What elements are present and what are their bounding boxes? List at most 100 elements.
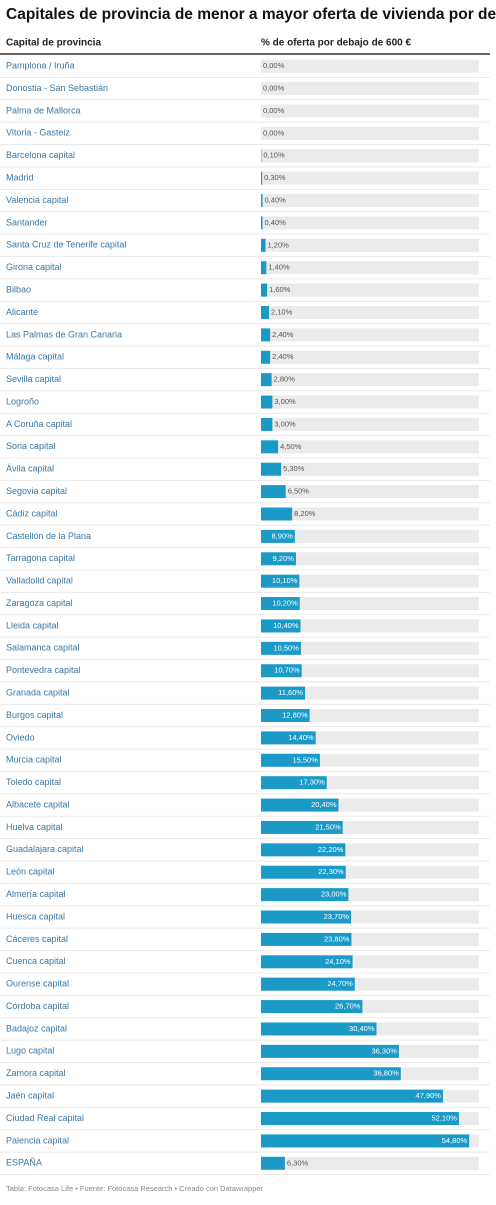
column-header: Capital de provincia bbox=[6, 38, 101, 49]
category-label: Málaga capital bbox=[6, 352, 64, 362]
category-label: Lleida capital bbox=[6, 620, 59, 630]
bar-track bbox=[261, 104, 479, 117]
value-label: 1,20% bbox=[268, 240, 290, 249]
category-label: Vitoria - Gasteiz bbox=[6, 128, 70, 138]
category-label: Huelva capital bbox=[6, 822, 63, 832]
value-label: 36,30% bbox=[371, 1046, 397, 1055]
bar-track bbox=[261, 261, 479, 274]
value-label: 0,00% bbox=[263, 106, 285, 115]
category-label: A Coruña capital bbox=[6, 419, 72, 429]
category-label: Castellón de la Plana bbox=[6, 531, 91, 541]
value-label: 24,70% bbox=[327, 979, 353, 988]
value-label: 9,20% bbox=[273, 554, 295, 563]
value-label: 22,30% bbox=[318, 867, 344, 876]
value-label: 2,80% bbox=[274, 375, 296, 384]
category-label: Tarragona capital bbox=[6, 553, 75, 563]
bar-track bbox=[261, 284, 479, 297]
value-label: 5,30% bbox=[283, 464, 305, 473]
category-label: León capital bbox=[6, 867, 55, 877]
value-label: 26,70% bbox=[335, 1002, 361, 1011]
category-label: Las Palmas de Gran Canaria bbox=[6, 329, 122, 339]
value-label: 22,20% bbox=[318, 845, 344, 854]
value-label: 12,80% bbox=[282, 710, 308, 719]
category-label: Granada capital bbox=[6, 687, 70, 697]
category-label: Valencia capital bbox=[6, 195, 68, 205]
category-label: Ávila capital bbox=[6, 464, 54, 474]
category-label: Segovia capital bbox=[6, 486, 67, 496]
category-label: Bilbao bbox=[6, 284, 31, 294]
bar bbox=[261, 485, 286, 498]
category-label: Santander bbox=[6, 217, 48, 227]
value-label: 6,30% bbox=[287, 1158, 309, 1167]
bar bbox=[261, 351, 270, 364]
value-label: 10,20% bbox=[272, 599, 298, 608]
category-label: Zamora capital bbox=[6, 1068, 66, 1078]
bar-track bbox=[261, 82, 479, 95]
value-label: 2,10% bbox=[271, 307, 293, 316]
chart-title: Capitales de provincia de menor a mayor … bbox=[6, 6, 496, 23]
category-label: Lugo capital bbox=[6, 1046, 55, 1056]
value-label: 6,50% bbox=[288, 487, 310, 496]
category-label: Pamplona / Iruña bbox=[6, 61, 75, 71]
category-label: Burgos capital bbox=[6, 710, 63, 720]
value-label: 52,10% bbox=[431, 1114, 457, 1123]
category-label: Zaragoza capital bbox=[6, 598, 73, 608]
bar bbox=[261, 172, 262, 185]
bar bbox=[261, 216, 263, 229]
category-label: Albacete capital bbox=[6, 799, 70, 809]
bar-track bbox=[261, 239, 479, 252]
bar bbox=[261, 396, 272, 409]
value-label: 0,00% bbox=[263, 61, 285, 70]
value-label: 20,40% bbox=[311, 800, 337, 809]
category-label: Soria capital bbox=[6, 441, 56, 451]
category-label: Ciudad Real capital bbox=[6, 1113, 84, 1123]
value-label: 2,40% bbox=[272, 330, 294, 339]
value-label: 10,70% bbox=[274, 666, 300, 675]
bar bbox=[261, 507, 292, 520]
category-label: Donostia - San Sebastián bbox=[6, 83, 108, 93]
bar-track bbox=[261, 194, 479, 207]
bar bbox=[261, 1112, 459, 1125]
category-label: Logroño bbox=[6, 396, 39, 406]
category-label: Ourense capital bbox=[6, 979, 69, 989]
value-label: 8,20% bbox=[294, 509, 316, 518]
category-label: Oviedo bbox=[6, 732, 35, 742]
value-label: 30,40% bbox=[349, 1024, 375, 1033]
value-label: 3,00% bbox=[274, 419, 296, 428]
bar-track bbox=[261, 172, 479, 185]
value-label: 1,40% bbox=[268, 263, 290, 272]
bar bbox=[261, 463, 281, 476]
value-label: 0,40% bbox=[265, 196, 287, 205]
bar-track bbox=[261, 127, 479, 140]
category-label: Badajoz capital bbox=[6, 1023, 67, 1033]
category-label: Alicante bbox=[6, 307, 38, 317]
category-label: Cuenca capital bbox=[6, 956, 66, 966]
category-label: Sevilla capital bbox=[6, 374, 61, 384]
value-label: 0,40% bbox=[265, 218, 287, 227]
category-label: Cáceres capital bbox=[6, 934, 68, 944]
category-label: Almería capital bbox=[6, 889, 66, 899]
category-label: Barcelona capital bbox=[6, 150, 75, 160]
bar bbox=[261, 194, 263, 207]
category-label: Valladolid capital bbox=[6, 576, 73, 586]
value-label: 10,50% bbox=[273, 643, 299, 652]
bar bbox=[261, 1157, 285, 1170]
bar-track bbox=[261, 216, 479, 229]
category-label: Pontevedra capital bbox=[6, 665, 81, 675]
bar bbox=[261, 328, 270, 341]
value-label: 2,40% bbox=[272, 352, 294, 361]
value-label: 24,10% bbox=[325, 957, 351, 966]
value-label: 14,40% bbox=[288, 733, 314, 742]
value-label: 0,30% bbox=[264, 173, 286, 182]
value-label: 11,60% bbox=[278, 688, 303, 697]
value-label: 10,10% bbox=[272, 576, 298, 585]
category-label: Cádiz capital bbox=[6, 508, 58, 518]
value-label: 36,80% bbox=[373, 1069, 399, 1078]
value-label: 1,60% bbox=[269, 285, 291, 294]
value-label: 0,10% bbox=[263, 151, 285, 160]
category-label: ESPAÑA bbox=[6, 1158, 42, 1168]
category-label: Huesca capital bbox=[6, 911, 65, 921]
value-label: 23,80% bbox=[324, 934, 350, 943]
category-label: Santa Cruz de Tenerife capital bbox=[6, 240, 126, 250]
